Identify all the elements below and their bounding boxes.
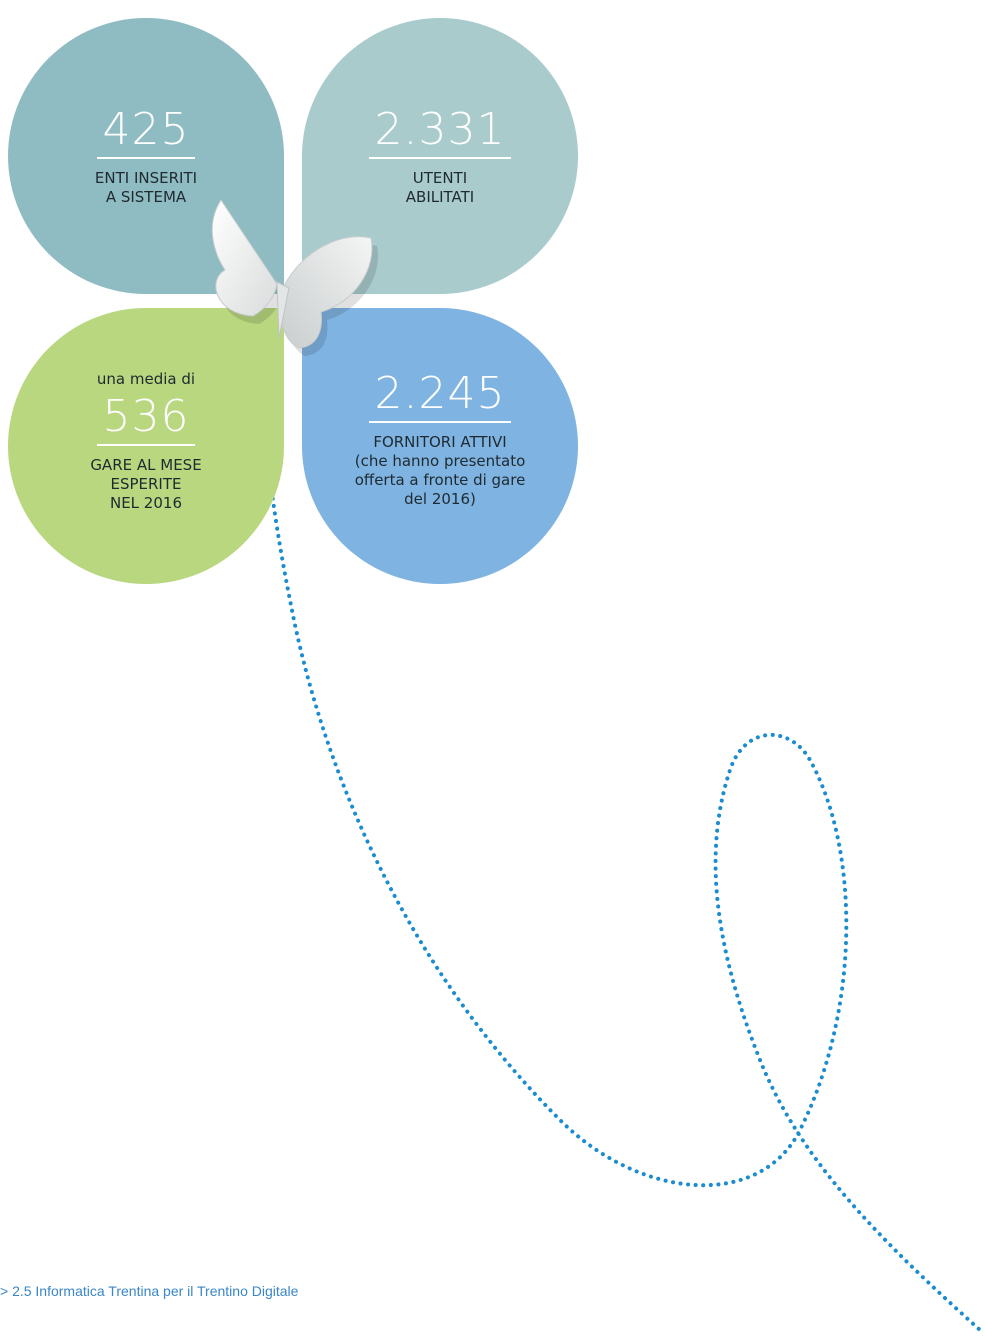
stat-number: 2.331 bbox=[368, 106, 512, 159]
stat-petal-gare: una media di 536 GARE AL MESE ESPERITE N… bbox=[8, 308, 284, 584]
stat-intro: una media di bbox=[96, 370, 196, 388]
stat-caption: ENTI INSERITI A SISTEMA bbox=[94, 169, 198, 206]
breadcrumb[interactable]: > 2.5 Informatica Trentina per il Trenti… bbox=[0, 1283, 299, 1299]
stat-petal-fornitori: 2.245 FORNITORI ATTIVI (che hanno presen… bbox=[302, 308, 578, 584]
stat-number: 536 bbox=[96, 393, 196, 446]
stat-caption: FORNITORI ATTIVI (che hanno presentato o… bbox=[354, 433, 526, 508]
stat-caption: GARE AL MESE ESPERITE NEL 2016 bbox=[90, 456, 202, 512]
stat-caption: UTENTI ABILITATI bbox=[405, 169, 475, 206]
stat-number: 425 bbox=[96, 106, 196, 159]
stat-number: 2.245 bbox=[368, 370, 512, 423]
butterfly-icon bbox=[211, 199, 378, 356]
